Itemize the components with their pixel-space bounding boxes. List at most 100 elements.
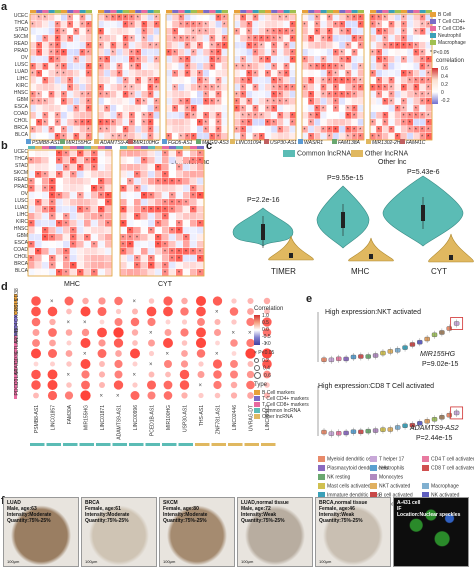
panel-a-star: * xyxy=(124,44,126,50)
panel-a-star: * xyxy=(124,86,126,92)
panel-b-cell xyxy=(42,234,49,241)
panel-d-type-title: Type xyxy=(254,382,268,388)
panel-a-star: * xyxy=(427,23,429,29)
panel-a-cell xyxy=(190,112,197,119)
panel-a-type-bar xyxy=(234,10,241,13)
panel-a-cell xyxy=(48,119,55,126)
panel-a-cell xyxy=(388,133,395,140)
panel-a-cell xyxy=(135,14,141,21)
panel-a-type-bar xyxy=(425,10,432,13)
panel-a-cell xyxy=(345,35,352,42)
panel-a-cell xyxy=(370,63,376,70)
panel-a-cell xyxy=(326,28,333,35)
panel-b-cell xyxy=(35,269,42,276)
panel-a-cell xyxy=(141,49,148,56)
panel-a-cell xyxy=(246,21,253,28)
panel-a-star: * xyxy=(328,79,330,85)
panel-d-size-item: 0.2 xyxy=(254,358,269,364)
panel-a-cell xyxy=(425,77,432,84)
panel-d-cross: × xyxy=(215,352,219,358)
panel-a-star: * xyxy=(310,100,312,106)
panel-a-cell xyxy=(61,105,67,112)
panel-a-cell xyxy=(246,77,253,84)
panel-a-cell xyxy=(36,133,42,140)
panel-a-star: * xyxy=(427,93,429,99)
panel-a-cell xyxy=(166,126,172,133)
panel-a-star: * xyxy=(174,86,176,92)
panel-b-cell xyxy=(141,213,148,220)
panel-a-cell xyxy=(104,49,110,56)
panel-b-cell xyxy=(190,241,197,248)
panel-b-cell xyxy=(56,206,63,213)
panel-a-cell xyxy=(382,35,389,42)
panel-b-cell xyxy=(183,150,190,157)
panel-a-cell xyxy=(382,133,389,140)
panel-d-dot xyxy=(181,319,188,325)
panel-a-star: * xyxy=(248,100,250,106)
panel-b-star: * xyxy=(72,173,74,179)
panel-a-cell xyxy=(209,98,216,105)
panel-a-cell xyxy=(190,91,197,98)
panel-a-star: * xyxy=(242,114,244,120)
panel-a-cell xyxy=(419,14,426,21)
panel-a-cell xyxy=(197,56,203,63)
panel-a-star: * xyxy=(100,93,102,99)
panel-d-dot xyxy=(197,318,205,326)
panel-d-corr-tick: -1.0 xyxy=(262,341,271,347)
panel-b-cell xyxy=(120,206,127,213)
panel-a-cell xyxy=(320,119,327,126)
panel-a-cell xyxy=(357,119,364,126)
panel-a-cell xyxy=(271,49,277,56)
panel-a-cell xyxy=(407,63,413,70)
panel-a-type-bar xyxy=(178,10,185,13)
panel-a-gene-swatch xyxy=(162,139,167,144)
panel-a-star: * xyxy=(217,114,219,120)
panel-a-star: * xyxy=(279,79,281,85)
panel-a-cell xyxy=(413,112,420,119)
panel-a-cell xyxy=(333,91,339,98)
panel-d-dot xyxy=(66,382,72,388)
panel-b-cell xyxy=(35,206,42,213)
panel-a-type-bar xyxy=(314,10,321,13)
panel-a-cell xyxy=(252,119,259,126)
panel-a-cell xyxy=(153,84,160,91)
panel-b-cell xyxy=(197,241,204,248)
panel-b-cell xyxy=(63,262,70,269)
panel-b-type-bar xyxy=(91,146,98,149)
panel-e-legend-item: CD8 T cell activated xyxy=(422,465,474,471)
panel-a-cell xyxy=(407,84,413,91)
panel-a-cell xyxy=(215,28,222,35)
panel-a-cell xyxy=(85,126,92,133)
panel-a-cell xyxy=(147,35,154,42)
panel-a-cell xyxy=(184,14,191,21)
panel-a-star: * xyxy=(427,128,429,134)
panel-b-cell xyxy=(84,206,91,213)
panel-a-cell xyxy=(271,105,277,112)
panel-b-cell xyxy=(169,241,176,248)
size-circle xyxy=(254,365,260,371)
panel-a-cell xyxy=(141,14,148,21)
panel-a-corr-tick: 0.2 xyxy=(441,82,448,88)
panel-a-star: * xyxy=(254,135,256,141)
panel-a-cell xyxy=(184,105,191,112)
panel-b-star: * xyxy=(30,159,32,165)
panel-b-cell xyxy=(141,150,148,157)
panel-a-star: * xyxy=(112,135,114,141)
panel-a-star: * xyxy=(242,58,244,64)
panel-a-cell xyxy=(419,133,426,140)
panel-a-star: * xyxy=(38,16,40,22)
panel-a-cell xyxy=(234,35,240,42)
panel-b-star: * xyxy=(107,194,109,200)
panel-a-cell xyxy=(129,63,135,70)
panel-a-cell xyxy=(153,133,160,140)
panel-a-cell xyxy=(36,21,42,28)
panel-a-cell xyxy=(104,112,110,119)
panel-b-cell xyxy=(127,220,134,227)
panel-a-cell xyxy=(42,126,49,133)
panel-b-cell xyxy=(105,262,112,269)
panel-a-cell xyxy=(258,70,265,77)
panel-e-highlight-box xyxy=(450,317,464,330)
panel-b-star: * xyxy=(107,222,109,228)
panel-e-legend-item: Myeloid dendritic cells xyxy=(318,456,376,462)
panel-a-cell xyxy=(283,42,290,49)
